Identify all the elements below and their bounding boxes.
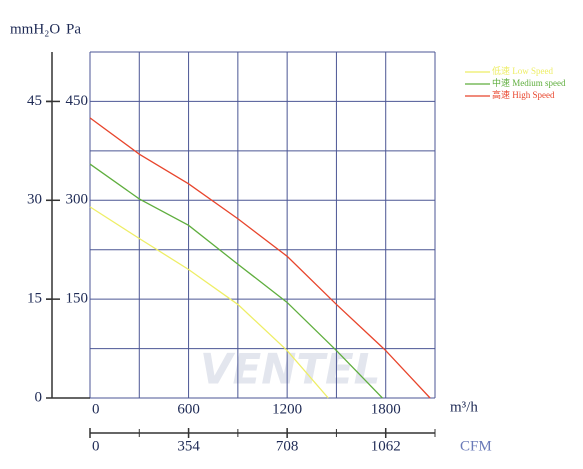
x2-tick-label: 354	[177, 438, 200, 454]
x-axis-label: m³/h	[450, 399, 478, 415]
y-axis-label: Pa	[66, 21, 81, 37]
x-tick-label: 0	[92, 401, 100, 417]
x2-axis-label: CFM	[460, 438, 492, 454]
x2-tick-label: 1062	[371, 438, 401, 454]
y2-axis-label: mmH₂O	[10, 21, 60, 37]
y-tick-label: 450	[66, 93, 89, 109]
y2-tick-label: 45	[27, 93, 42, 109]
legend-label: 低速 Low Speed	[492, 65, 553, 76]
x2-tick-label: 0	[92, 438, 100, 454]
series-line	[89, 206, 329, 399]
y-tick-label: 300	[66, 192, 89, 208]
x-tick-label: 600	[177, 401, 200, 417]
x-tick-label: 1800	[371, 401, 401, 417]
watermark: VENTEL	[200, 345, 380, 394]
legend-label: 高速 High Speed	[492, 89, 555, 100]
y2-tick-label: 15	[27, 291, 42, 307]
y-tick-label: 150	[66, 291, 89, 307]
series-line	[89, 117, 431, 399]
x2-tick-label: 708	[276, 438, 299, 454]
series-line	[89, 163, 383, 399]
legend-label: 中速 Medium speed	[492, 77, 566, 88]
y-tick-label: 0	[35, 389, 43, 405]
y2-tick-label: 30	[27, 192, 42, 208]
x-tick-label: 1200	[272, 401, 302, 417]
